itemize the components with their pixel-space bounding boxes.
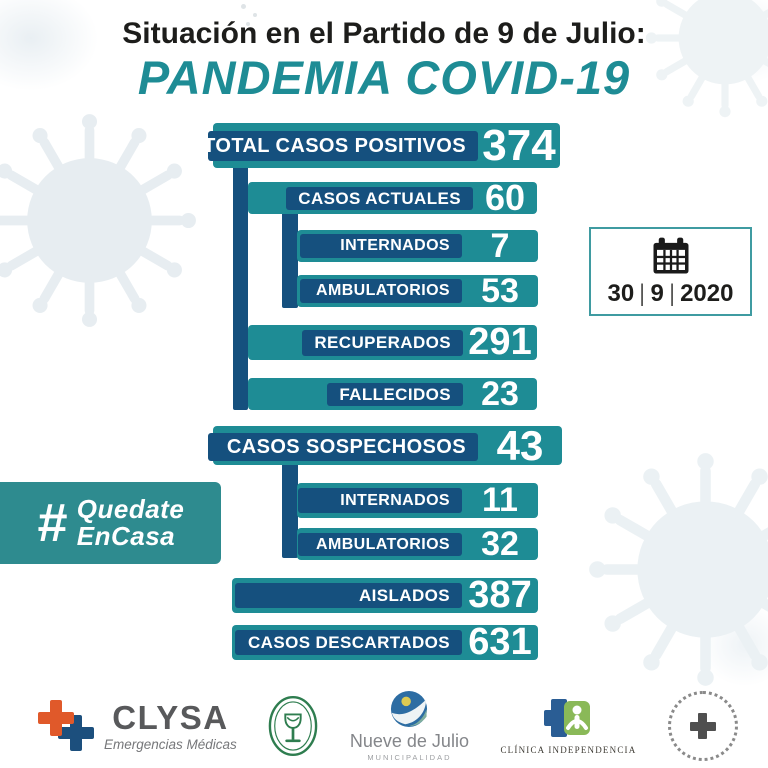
medical-cross-seal-icon: [667, 691, 738, 761]
stat-label-box: CASOS ACTUALES: [286, 187, 473, 210]
date-separator: |: [640, 280, 645, 307]
stat-value: 53: [481, 271, 519, 310]
stat-bar-aislados: AISLADOS 387: [232, 574, 538, 616]
stat-label: RECUPERADOS: [314, 333, 451, 352]
date-text: 30 | 9 | 2020: [608, 280, 734, 308]
calendar-icon: [653, 237, 688, 274]
stat-bar-recuperados: RECUPERADOS 291: [248, 321, 537, 363]
stat-label-box: INTERNADOS: [298, 488, 462, 513]
clinica-name: CLÍNICA INDEPENDENCIA: [500, 745, 637, 755]
stat-label: FALLECIDOS: [339, 384, 451, 404]
stat-bar-ambulatorios-actuales: AMBULATORIOS 53: [297, 271, 538, 310]
stat-label-box: AMBULATORIOS: [298, 533, 462, 556]
connector-sospechosos-children: [282, 455, 298, 558]
stat-label: CASOS SOSPECHOSOS: [226, 435, 466, 458]
stat-bar-casos-sospechosos: CASOS SOSPECHOSOS 43: [208, 421, 562, 469]
page-kicker: Situación en el Partido de 9 de Julio:: [122, 17, 646, 50]
stat-bar-total-casos-positivos: TOTAL CASOS POSITIVOS 374: [203, 120, 560, 170]
date-separator: |: [669, 280, 675, 307]
stat-label: AMBULATORIOS: [316, 282, 450, 299]
stat-bar-fallecidos: FALLECIDOS 23: [248, 374, 537, 413]
stat-value: 387: [468, 574, 532, 616]
stat-value: 374: [482, 120, 556, 170]
stat-label: AMBULATORIOS: [316, 535, 450, 553]
connector-actuales-children: [282, 208, 298, 308]
stat-value: 32: [481, 524, 519, 563]
date-box: 30 | 9 | 2020: [589, 227, 752, 316]
hashtag-line1: Quedate: [76, 493, 185, 524]
virus-decoration-icon: [0, 113, 197, 328]
stat-value: 291: [468, 321, 532, 363]
stat-label-box: RECUPERADOS: [302, 330, 463, 356]
hashtag-text: Quedate EnCasa: [76, 493, 185, 551]
stat-label: INTERNADOS: [340, 237, 450, 254]
medical-circle-seal-icon: [269, 695, 318, 757]
stat-label: CASOS ACTUALES: [298, 188, 461, 208]
municipalidad-logo: Nueve de Julio MUNICIPALIDAD: [350, 690, 469, 762]
clinica-cross-person-icon: [544, 699, 591, 737]
municipalidad-name: Nueve de Julio: [349, 731, 469, 751]
virus-decoration-icon: [588, 452, 768, 687]
hashtag-line2: EnCasa: [76, 521, 176, 551]
clysa-logo: CLYSA Emergencias Médicas: [38, 698, 237, 754]
clysa-crosses-icon: [38, 698, 96, 754]
stat-label-box: AMBULATORIOS: [300, 279, 462, 303]
stat-value: 43: [496, 421, 544, 469]
stat-label-box: CASOS SOSPECHOSOS: [208, 433, 478, 461]
connector-total-children: [233, 160, 248, 410]
municipalidad-subtitle: MUNICIPALIDAD: [367, 753, 452, 762]
date-month: 9: [650, 280, 664, 307]
stat-label: INTERNADOS: [340, 491, 450, 509]
stat-bar-casos-descartados: CASOS DESCARTADOS 631: [232, 621, 538, 663]
stat-bar-internados-actuales: INTERNADOS 7: [297, 226, 538, 265]
molecule-dot: [241, 4, 246, 9]
clinica-independencia-logo: CLÍNICA INDEPENDENCIA: [500, 697, 636, 755]
stat-label: AISLADOS: [358, 585, 450, 605]
clysa-text: CLYSA Emergencias Médicas: [104, 701, 237, 752]
stat-value: 631: [468, 621, 532, 663]
stat-label-box: CASOS DESCARTADOS: [235, 630, 462, 655]
stat-label-box: INTERNADOS: [300, 234, 462, 258]
molecule-dot: [246, 22, 250, 26]
hashtag-icon: #: [36, 493, 67, 553]
stat-label-box: FALLECIDOS: [327, 383, 463, 406]
stat-bar-casos-actuales: CASOS ACTUALES 60: [248, 177, 537, 218]
stat-bar-internados-sospechosos: INTERNADOS 11: [297, 481, 538, 519]
molecule-dot: [253, 13, 257, 17]
footer-logos: CLYSA Emergencias Médicas Nueve de Julio…: [38, 686, 738, 766]
date-year: 2020: [680, 280, 734, 307]
clysa-tagline: Emergencias Médicas: [104, 736, 237, 752]
stat-label: TOTAL CASOS POSITIVOS: [203, 134, 466, 157]
stat-label-box: AISLADOS: [235, 583, 462, 608]
stat-bar-ambulatorios-sospechosos: AMBULATORIOS 32: [297, 524, 538, 563]
stat-value: 23: [481, 374, 519, 413]
stat-value: 60: [484, 177, 526, 218]
stat-label: CASOS DESCARTADOS: [247, 632, 450, 652]
stat-label-box: TOTAL CASOS POSITIVOS: [203, 131, 478, 161]
quedate-en-casa-badge: # Quedate EnCasa: [0, 482, 221, 564]
stat-value: 7: [490, 226, 510, 265]
clysa-name: CLYSA: [112, 698, 229, 736]
page-title: PANDEMIA COVID-19: [137, 51, 631, 104]
nueve-de-julio-emblem-icon: [391, 690, 428, 728]
stat-value: 11: [482, 481, 518, 519]
date-day: 30: [607, 280, 635, 307]
